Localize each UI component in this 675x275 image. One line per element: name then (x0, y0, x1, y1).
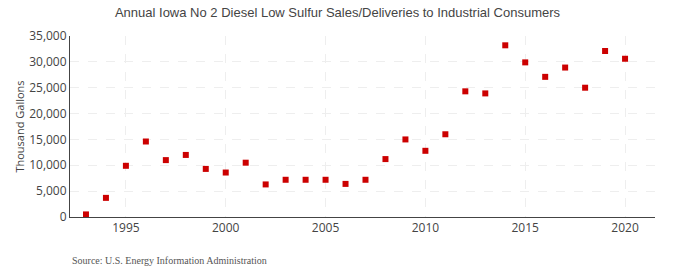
svg-text:2015: 2015 (511, 219, 539, 236)
svg-text:2010: 2010 (412, 219, 440, 236)
svg-text:2020: 2020 (611, 219, 639, 236)
svg-text:2000: 2000 (212, 219, 240, 236)
svg-text:1995: 1995 (112, 219, 140, 236)
svg-text:30,000: 30,000 (29, 53, 67, 70)
svg-text:25,000: 25,000 (29, 79, 67, 96)
svg-text:Thousand Gallons: Thousand Gallons (12, 80, 27, 172)
svg-text:Annual Iowa No 2 Diesel Low Su: Annual Iowa No 2 Diesel Low Sulfur Sales… (115, 5, 561, 20)
svg-text:10,000: 10,000 (29, 156, 67, 173)
svg-text:2005: 2005 (312, 219, 340, 236)
svg-text:Source: U.S. Energy Informatio: Source: U.S. Energy Information Administ… (72, 255, 267, 266)
svg-text:15,000: 15,000 (29, 131, 67, 148)
svg-text:35,000: 35,000 (29, 27, 67, 44)
svg-text:20,000: 20,000 (29, 105, 67, 122)
svg-text:0: 0 (60, 208, 67, 225)
svg-text:5,000: 5,000 (36, 182, 67, 199)
